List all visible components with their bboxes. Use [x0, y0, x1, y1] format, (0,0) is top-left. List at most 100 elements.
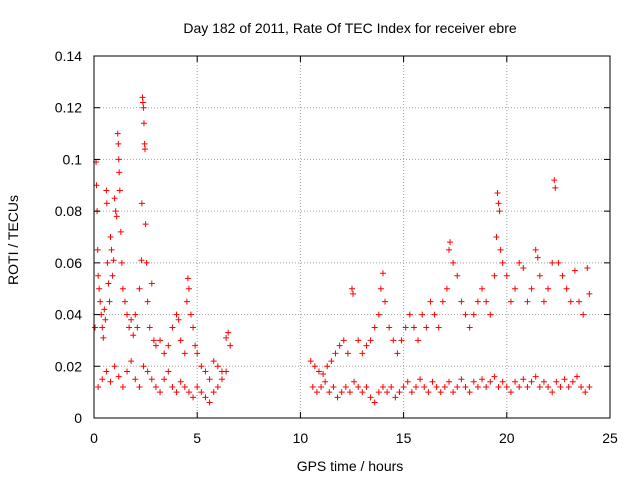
data-point	[326, 389, 333, 396]
data-point	[429, 378, 436, 385]
data-point	[344, 350, 351, 357]
data-point	[148, 376, 155, 383]
data-point	[169, 324, 176, 331]
x-tick-label: 10	[293, 430, 309, 446]
data-point	[103, 368, 110, 375]
data-point	[95, 272, 102, 279]
data-point	[175, 316, 182, 323]
data-point	[512, 378, 519, 385]
data-point	[507, 298, 514, 305]
data-point	[320, 371, 327, 378]
data-point	[524, 383, 531, 390]
grid	[94, 56, 610, 418]
data-point	[582, 389, 589, 396]
data-point	[386, 324, 393, 331]
data-point	[113, 213, 120, 220]
data-point	[177, 337, 184, 344]
data-point	[188, 311, 195, 318]
data-point	[103, 200, 110, 207]
data-point	[470, 311, 477, 318]
x-tick-label: 0	[90, 430, 98, 446]
y-tick-label: 0.06	[55, 255, 82, 271]
data-point	[107, 234, 114, 240]
data-point	[549, 259, 556, 266]
data-point	[150, 337, 157, 344]
data-point	[214, 383, 221, 390]
data-point	[431, 311, 438, 318]
data-point	[359, 350, 366, 357]
data-point	[309, 383, 316, 390]
data-point	[408, 389, 415, 396]
data-point	[454, 383, 461, 390]
data-point	[532, 373, 539, 380]
y-tick-label: 0.12	[55, 100, 82, 116]
data-point	[379, 270, 386, 277]
data-point	[458, 376, 465, 383]
data-point	[466, 324, 473, 331]
data-point	[534, 254, 541, 261]
data-points	[92, 94, 593, 406]
data-point	[458, 298, 465, 305]
data-point	[130, 332, 137, 339]
data-point	[563, 285, 570, 292]
data-point	[379, 383, 386, 390]
data-point	[487, 311, 494, 318]
data-point	[495, 200, 502, 207]
data-point	[92, 324, 99, 331]
data-point	[108, 246, 115, 253]
data-point	[126, 324, 133, 331]
data-point	[334, 394, 341, 401]
data-point	[173, 311, 180, 318]
data-point	[139, 94, 146, 101]
data-point	[367, 337, 374, 344]
data-point	[569, 378, 576, 385]
data-point	[117, 228, 124, 235]
y-tick-label: 0.04	[55, 307, 82, 323]
data-point	[340, 337, 347, 344]
data-point	[551, 177, 558, 184]
data-point	[169, 383, 176, 390]
data-point	[181, 350, 188, 357]
data-point	[99, 376, 106, 383]
data-point	[474, 298, 481, 305]
data-point	[417, 376, 424, 383]
data-point	[571, 267, 578, 274]
data-point	[561, 376, 568, 383]
data-point	[152, 383, 159, 390]
data-point	[578, 383, 585, 390]
data-point	[101, 306, 108, 313]
data-point	[140, 104, 147, 111]
data-point	[479, 376, 486, 383]
data-point	[152, 342, 159, 349]
data-point	[318, 383, 325, 390]
data-point	[111, 195, 118, 202]
data-point	[190, 324, 197, 331]
data-point	[450, 259, 457, 266]
data-point	[136, 383, 143, 390]
data-point	[520, 376, 527, 383]
data-point	[114, 130, 121, 137]
data-point	[371, 399, 378, 406]
data-point	[185, 285, 192, 292]
data-point	[192, 342, 199, 349]
data-point	[111, 363, 118, 370]
y-tick-label: 0.08	[55, 203, 82, 219]
data-point	[330, 383, 337, 390]
data-point	[210, 389, 217, 396]
data-point	[549, 389, 556, 396]
data-point	[580, 311, 587, 318]
data-point	[210, 358, 217, 365]
data-point	[586, 383, 593, 390]
data-point	[584, 265, 591, 272]
data-point	[495, 383, 502, 390]
data-point	[112, 208, 119, 215]
data-point	[94, 246, 101, 253]
data-point	[349, 285, 355, 292]
data-point	[119, 285, 126, 292]
data-point	[202, 394, 209, 401]
data-point	[412, 383, 419, 390]
data-point	[136, 285, 143, 292]
data-point	[479, 285, 486, 292]
data-point	[419, 311, 426, 318]
data-point	[138, 257, 145, 264]
